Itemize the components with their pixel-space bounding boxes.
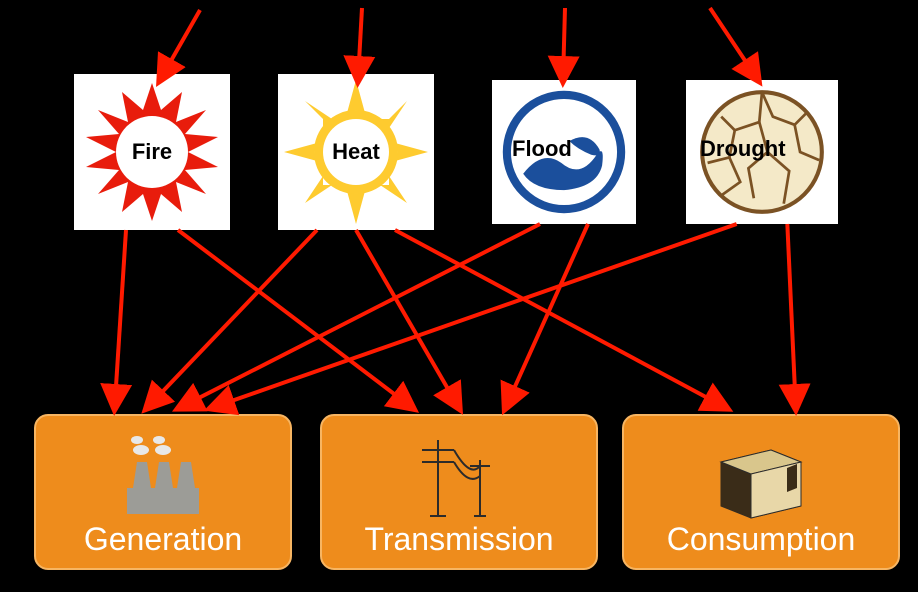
hazard-heat-label: Heat bbox=[332, 139, 380, 165]
hazard-drought-label: Drought bbox=[700, 136, 786, 162]
hazard-fire-label: Fire bbox=[132, 139, 172, 165]
stage-transmission: Transmission bbox=[320, 414, 598, 570]
hazard-heat: Heat bbox=[278, 74, 434, 230]
hazard-flood-label: Flood bbox=[512, 136, 572, 162]
power-plant-icon bbox=[113, 432, 213, 522]
hazard-drought: Drought bbox=[686, 80, 838, 224]
stage-generation: Generation bbox=[34, 414, 292, 570]
hazard-fire: Fire bbox=[74, 74, 230, 230]
stage-transmission-label: Transmission bbox=[364, 521, 553, 558]
stage-generation-label: Generation bbox=[84, 521, 242, 558]
stage-consumption-label: Consumption bbox=[667, 521, 856, 558]
stage-consumption: Consumption bbox=[622, 414, 900, 570]
power-lines-icon bbox=[404, 432, 514, 526]
package-icon bbox=[701, 432, 821, 522]
hazard-flood: Flood bbox=[492, 80, 636, 224]
